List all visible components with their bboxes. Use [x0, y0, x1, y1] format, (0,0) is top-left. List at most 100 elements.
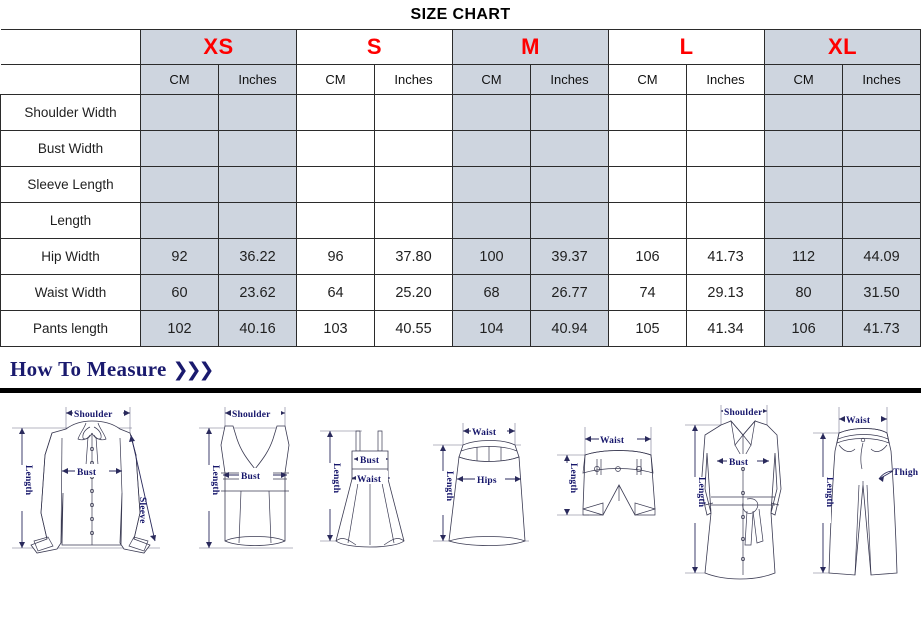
table-row: Sleeve Length: [0, 166, 921, 203]
figure-label-length: Length: [696, 477, 706, 508]
how-to-measure-label: How To Measure: [10, 357, 167, 381]
cell-waist-width-s-inches: 25.20: [374, 274, 454, 311]
size-chart-table: XS S M L XL CM Inches CM Inches CM Inches CM Inches C…: [0, 29, 921, 347]
table-corner-cell: [0, 29, 141, 65]
figure-strap-dress: Bust Waist Length: [310, 393, 425, 598]
cell-hip-width-l-cm: 106: [608, 238, 688, 275]
figure-label-waist: Waist: [846, 416, 871, 426]
cell-pants-length-l-inches: 41.34: [686, 310, 766, 347]
figure-long-pants: Waist Thigh Length: [805, 393, 921, 598]
cell-hip-width-s-inches: 37.80: [374, 238, 454, 275]
figure-label-hips: Hips: [477, 476, 497, 486]
chevron-right-triple-icon: ❯❯❯: [172, 359, 215, 381]
figure-a-line-skirt: Waist Hips Length: [425, 393, 545, 598]
cell-shoulder-width-l-cm: [608, 94, 688, 131]
cell-sleeve-length-m-inches: [530, 166, 610, 203]
cell-pants-length-xl-cm: 106: [764, 310, 844, 347]
cell-hip-width-xs-cm: 92: [140, 238, 219, 275]
row-label-shoulder-width: Shoulder Width: [0, 94, 141, 131]
cell-bust-width-xs-inches: [217, 130, 298, 167]
table-row-unit-headers: CM Inches CM Inches CM Inches CM Inches CM Inches: [0, 64, 921, 95]
cell-waist-width-xs-cm: 60: [140, 274, 219, 311]
figure-label-length: Length: [23, 465, 33, 496]
unit-header-xs-cm: CM: [140, 64, 219, 95]
cell-sleeve-length-m-cm: [452, 166, 532, 203]
unit-header-s-inches: Inches: [374, 64, 454, 95]
row-label-sleeve-length: Sleeve Length: [0, 166, 141, 203]
cell-bust-width-xs-cm: [140, 130, 219, 167]
size-header-l: L: [608, 29, 766, 65]
cell-length-m-cm: [452, 202, 532, 239]
row-label-waist-width: Waist Width: [0, 274, 141, 311]
cell-hip-width-l-inches: 41.73: [686, 238, 766, 275]
figure-label-bust: Bust: [360, 456, 380, 466]
figure-label-bust: Bust: [77, 468, 97, 478]
unit-header-l-inches: Inches: [686, 64, 766, 95]
cell-bust-width-m-inches: [530, 130, 610, 167]
cell-length-s-cm: [296, 202, 376, 239]
unit-header-xl-inches: Inches: [842, 64, 921, 95]
cell-waist-width-xl-inches: 31.50: [842, 274, 921, 311]
cell-pants-length-xs-inches: 40.16: [217, 310, 298, 347]
cell-pants-length-xs-cm: 102: [140, 310, 219, 347]
cell-hip-width-xl-cm: 112: [764, 238, 844, 275]
row-label-pants-length: Pants length: [0, 310, 141, 347]
figure-shorts: Waist Length: [545, 393, 675, 598]
row-label-hip-width: Hip Width: [0, 238, 141, 275]
size-header-s: S: [296, 29, 454, 65]
unit-header-xs-inches: Inches: [217, 64, 298, 95]
cell-length-l-inches: [686, 202, 766, 239]
cell-sleeve-length-xs-cm: [140, 166, 219, 203]
cell-sleeve-length-s-cm: [296, 166, 376, 203]
figure-label-thigh: Thigh: [893, 468, 919, 478]
cell-pants-length-l-cm: 105: [608, 310, 688, 347]
cell-length-xl-inches: [842, 202, 921, 239]
table-row-size-headers: XS S M L XL: [0, 29, 921, 65]
cell-length-l-cm: [608, 202, 688, 239]
table-row: Hip Width 92 36.22 96 37.80 100 39.37 106 41.73 1…: [0, 238, 921, 275]
figure-sleeveless-top: Shoulder Bust Length: [185, 393, 310, 598]
unit-header-m-cm: CM: [452, 64, 532, 95]
measurement-illustrations: Shoulder Bust Sleeve Length: [0, 393, 921, 598]
table-row: Waist Width 60 23.62 64 25.20 68 26.77 74 29.13 8…: [0, 274, 921, 311]
cell-hip-width-xl-inches: 44.09: [842, 238, 921, 275]
figure-label-length: Length: [331, 463, 341, 494]
row-label-length: Length: [0, 202, 141, 239]
cell-length-xs-cm: [140, 202, 219, 239]
cell-waist-width-xl-cm: 80: [764, 274, 844, 311]
table-row: Shoulder Width: [0, 94, 921, 131]
unit-header-xl-cm: CM: [764, 64, 844, 95]
cell-waist-width-m-cm: 68: [452, 274, 532, 311]
figure-label-waist: Waist: [357, 475, 382, 485]
cell-waist-width-l-inches: 29.13: [686, 274, 766, 311]
figure-label-length: Length: [444, 471, 454, 502]
cell-shoulder-width-m-inches: [530, 94, 610, 131]
figure-label-bust: Bust: [729, 458, 749, 468]
cell-length-m-inches: [530, 202, 610, 239]
cell-shoulder-width-m-cm: [452, 94, 532, 131]
cell-hip-width-m-inches: 39.37: [530, 238, 610, 275]
cell-bust-width-m-cm: [452, 130, 532, 167]
cell-bust-width-s-cm: [296, 130, 376, 167]
table-corner-cell-2: [0, 64, 141, 95]
row-label-bust-width: Bust Width: [0, 130, 141, 167]
figure-label-length: Length: [568, 463, 578, 494]
size-header-xs: XS: [139, 29, 298, 65]
table-row: Bust Width: [0, 130, 921, 167]
cell-sleeve-length-xs-inches: [217, 166, 298, 203]
cell-pants-length-s-inches: 40.55: [374, 310, 454, 347]
cell-sleeve-length-l-inches: [686, 166, 766, 203]
cell-length-s-inches: [374, 202, 454, 239]
cell-hip-width-m-cm: 100: [452, 238, 532, 275]
cell-sleeve-length-xl-cm: [764, 166, 844, 203]
cell-shoulder-width-s-inches: [374, 94, 454, 131]
unit-header-m-inches: Inches: [530, 64, 610, 95]
cell-bust-width-l-cm: [608, 130, 688, 167]
cell-shoulder-width-l-inches: [686, 94, 766, 131]
cell-length-xs-inches: [217, 202, 298, 239]
figure-label-length: Length: [210, 465, 220, 496]
size-header-m: M: [452, 29, 610, 65]
cell-waist-width-xs-inches: 23.62: [217, 274, 298, 311]
figure-label-shoulder: Shoulder: [232, 410, 271, 420]
unit-header-l-cm: CM: [608, 64, 688, 95]
